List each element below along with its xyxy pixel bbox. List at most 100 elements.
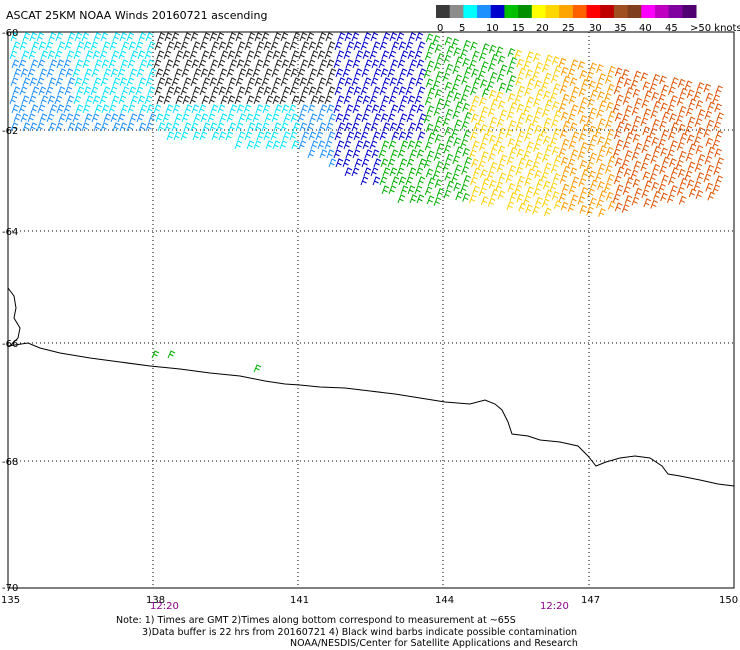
coastline <box>7 287 735 487</box>
wind-barb <box>462 102 470 112</box>
wind-barb <box>361 158 370 168</box>
wind-barb <box>389 77 398 87</box>
wind-barb <box>265 95 274 105</box>
legend-swatch <box>613 5 629 18</box>
wind-barb <box>317 50 326 60</box>
wind-barb <box>549 182 558 191</box>
wind-barb <box>649 127 657 137</box>
wind-barb <box>156 95 165 105</box>
wind-barb <box>641 99 650 109</box>
wind-barb <box>243 104 252 114</box>
wind-barb <box>540 81 549 91</box>
wind-barb <box>481 43 490 52</box>
wind-barb <box>487 197 496 207</box>
wind-barb <box>391 131 400 141</box>
wind-barb <box>478 142 487 151</box>
wind-barb <box>487 107 496 117</box>
wind-barb <box>630 79 639 89</box>
wind-barb <box>668 113 677 122</box>
wind-barb <box>274 104 283 114</box>
legend-tick-label: 10 <box>486 23 499 34</box>
wind-barb <box>677 123 686 133</box>
wind-barb <box>596 64 604 74</box>
wind-barb <box>558 147 567 157</box>
wind-barb <box>580 141 589 151</box>
wind-barb <box>505 173 514 183</box>
wind-barb <box>509 191 518 201</box>
wind-barb <box>306 77 315 87</box>
wind-barb <box>570 194 579 204</box>
wind-barb <box>256 86 265 96</box>
wind-barb <box>523 60 531 70</box>
wind-barb <box>246 50 255 60</box>
wind-barb <box>264 113 273 123</box>
wind-barb <box>235 32 244 42</box>
longitude-labels: 135 138 141 144 147 150 <box>1 595 738 606</box>
wind-barb <box>171 122 180 132</box>
wind-barb <box>581 78 590 88</box>
legend-swatch <box>436 5 451 18</box>
wind-barb <box>327 86 336 96</box>
wind-barb <box>651 136 659 146</box>
wind-barb <box>444 36 453 46</box>
wind-barb <box>363 167 372 177</box>
wind-barb <box>64 41 73 51</box>
wind-barb <box>327 131 336 141</box>
wind-barb <box>661 129 669 139</box>
wind-barb <box>588 125 596 135</box>
wind-barb <box>514 94 523 104</box>
wind-barb <box>706 164 715 174</box>
wind-barb <box>145 122 154 132</box>
wind-barb <box>272 140 281 150</box>
legend-swatch <box>490 5 505 18</box>
wind-barb <box>47 95 56 105</box>
wind-barb <box>228 77 237 87</box>
wind-barb <box>253 50 262 60</box>
wind-barb <box>126 32 135 42</box>
wind-barb <box>390 149 399 159</box>
wind-barb <box>498 127 507 137</box>
wind-barb <box>184 59 193 69</box>
wind-barb <box>22 77 31 87</box>
wind-barb <box>57 41 66 51</box>
wind-barb <box>596 154 604 164</box>
wind-barb <box>272 50 281 60</box>
wind-barb <box>488 89 497 99</box>
wind-barb <box>589 197 597 207</box>
wind-barb <box>525 159 533 169</box>
wind-barb <box>310 95 319 105</box>
wind-barb <box>514 139 523 149</box>
wind-barb <box>263 131 272 141</box>
wind-barb <box>253 140 262 150</box>
wind-barb <box>703 83 712 93</box>
wind-barb <box>542 180 551 190</box>
wind-barb <box>111 95 120 105</box>
wind-barb <box>515 121 524 131</box>
map-title: ASCAT 25KM NOAA Winds 20160721 ascending <box>6 9 267 22</box>
wind-barb <box>279 95 288 105</box>
wind-barb <box>544 99 553 109</box>
wind-barb <box>477 160 486 169</box>
wind-barb <box>389 167 398 177</box>
wind-barb <box>460 48 468 58</box>
wind-barb <box>110 68 119 78</box>
wind-barb <box>271 113 280 123</box>
wind-barb <box>65 113 74 123</box>
wind-barb <box>37 104 46 114</box>
wind-barb <box>433 197 442 206</box>
wind-barb <box>461 120 469 130</box>
wind-barb <box>416 194 425 204</box>
wind-barb <box>624 195 633 204</box>
wind-barb <box>209 77 218 87</box>
wind-barb <box>472 95 480 105</box>
wind-barb <box>289 86 298 96</box>
wind-barb <box>22 32 31 42</box>
wind-barb <box>207 113 216 123</box>
wind-barb <box>336 140 345 150</box>
wind-barb <box>128 86 137 96</box>
wind-barb <box>570 59 579 69</box>
wind-barb <box>558 102 567 112</box>
wind-barb <box>27 113 36 123</box>
wind-barb <box>75 104 84 114</box>
wind-barb <box>598 73 606 83</box>
